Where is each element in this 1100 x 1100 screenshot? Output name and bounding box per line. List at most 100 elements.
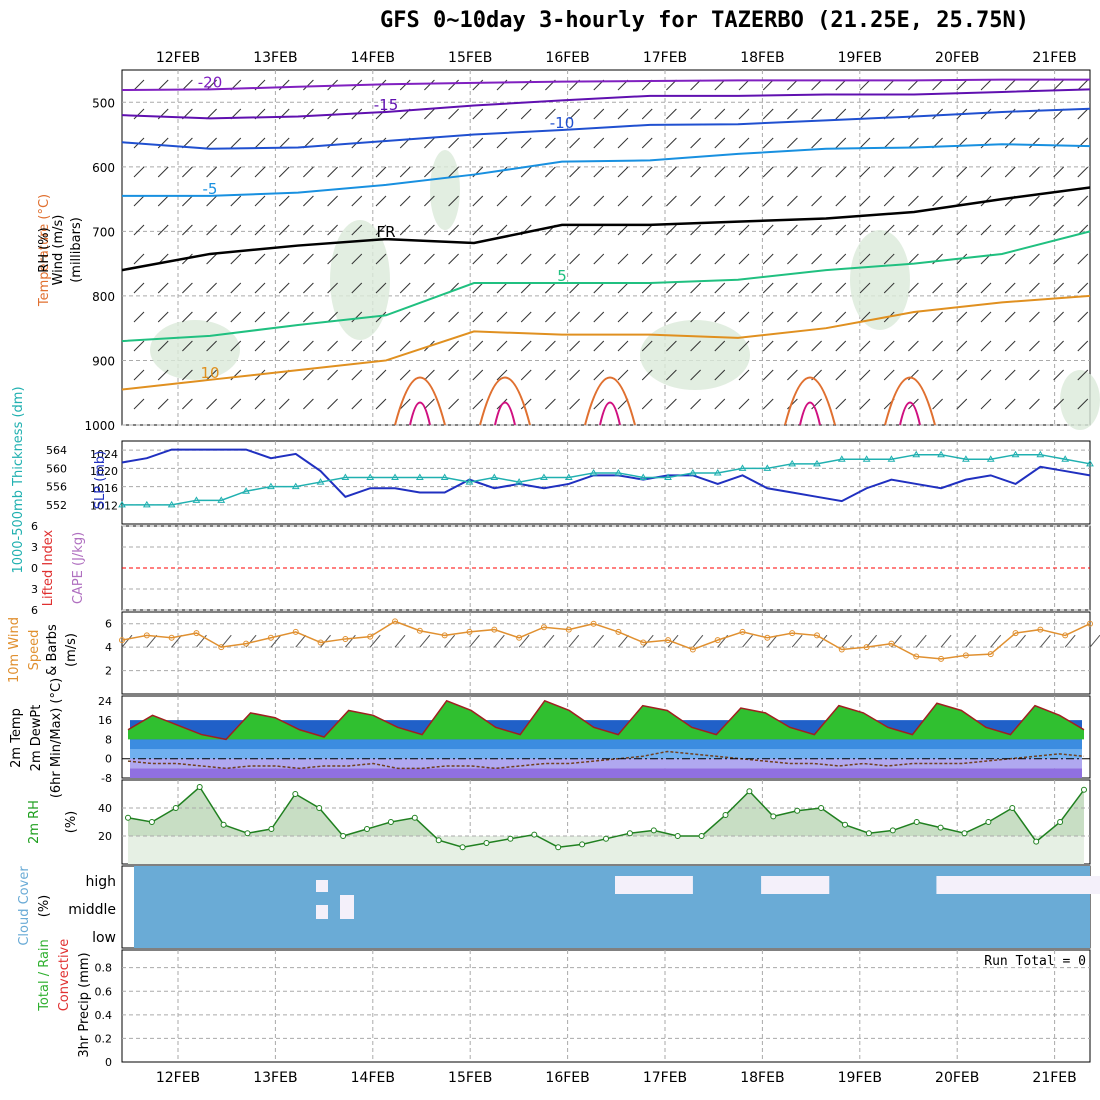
thickness-marker (540, 473, 548, 480)
wind-barb-upper (399, 369, 411, 381)
wind-barb-upper (787, 195, 798, 207)
wind-barb-upper (230, 137, 242, 149)
wind-barb-upper (932, 253, 943, 265)
temperature-line (127, 699, 1085, 741)
wind-barb-upper (690, 137, 701, 149)
wind-barb-upper (1029, 79, 1040, 91)
wind-barb-upper (157, 137, 169, 149)
lifted-index-tick-label: 6 (31, 520, 38, 533)
wind-barb-upper (787, 253, 798, 265)
wind-speed-marker (540, 624, 547, 631)
wind-barb-upper (641, 282, 653, 294)
rh-axis-label: 2m RH (27, 800, 42, 844)
wind-barb-upper (230, 253, 242, 265)
wind-barb-upper (811, 253, 822, 265)
wind-barb-upper (738, 311, 750, 323)
temperature-contour (121, 230, 1091, 343)
wind10m-frame (121, 611, 1091, 695)
temperature-contour (121, 88, 1091, 120)
thickness-axis-label: 1000-500mb Thickness (dm) (11, 386, 26, 573)
wind-speed-marker (938, 655, 945, 662)
wind-speed-marker (913, 653, 920, 660)
wind-barb-upper (230, 369, 242, 381)
wind-barb-upper (932, 224, 943, 236)
wind-barb-upper (157, 79, 169, 91)
rh-marker (1033, 838, 1040, 845)
wind-barb-10m (295, 634, 307, 648)
warm-contour (394, 376, 446, 426)
wind-barb-upper (496, 137, 508, 149)
wind-barb-upper (738, 398, 750, 410)
upper-axis-label: RH (%) (37, 227, 52, 272)
wind-barb-upper (448, 108, 459, 120)
wind-barb-upper (617, 166, 629, 178)
wind-barb-upper (980, 340, 992, 352)
wind-barb-upper (545, 108, 556, 120)
slp-tick-label: 1020 (90, 465, 118, 478)
wind-barb-upper (980, 79, 992, 91)
wind-barb-upper (593, 311, 605, 323)
wind-barb-upper (617, 253, 629, 265)
wind-barb-upper (956, 311, 968, 323)
wind-barb-upper (1029, 224, 1040, 236)
rh-marker (746, 788, 753, 795)
hot-contour (409, 401, 431, 426)
thickness-marker (788, 459, 797, 467)
wind-speed-marker (888, 640, 895, 647)
rh-shading (1060, 370, 1100, 430)
rh-marker (1009, 805, 1016, 811)
wind-barb-upper (569, 282, 580, 294)
wind-tick-label: 2 (105, 665, 112, 678)
wind-speed-marker (218, 644, 225, 651)
wind-barb-upper (641, 195, 653, 207)
wind-barb-upper (569, 224, 580, 236)
wind-barb-upper (448, 195, 459, 207)
wind-barb-upper (787, 108, 798, 120)
rh-marker (913, 819, 920, 825)
wind-barb-upper (569, 253, 580, 265)
wind-speed-marker (168, 634, 175, 641)
wind-barb-10m (469, 634, 480, 648)
thickness-marker (887, 455, 896, 462)
wind-barb-upper (157, 224, 169, 236)
wind-barb-upper (714, 369, 726, 381)
run-total-label: Run Total = 0 (984, 954, 1086, 969)
wind-barb-upper (278, 282, 290, 294)
precip-frame (121, 949, 1091, 1063)
wind-barb-upper (787, 166, 798, 178)
wind-barb-upper (351, 398, 363, 410)
wind-barb-upper (593, 253, 605, 265)
wind-barb-upper (883, 282, 895, 294)
wind-barb-upper (593, 340, 605, 352)
rh-tick-label: 40 (98, 802, 112, 815)
wind-barb-upper (472, 282, 484, 294)
wind-barb-upper (738, 108, 750, 120)
wind-speed-marker (565, 626, 572, 633)
wind-barb-upper (157, 369, 169, 381)
wind-barb-upper (1004, 108, 1016, 120)
rh-marker (125, 814, 131, 821)
wind-barb-upper (254, 224, 266, 236)
temperature-axis-label: 2m DewPt (29, 705, 44, 772)
wind-barb-upper (593, 224, 605, 236)
wind-barb-upper (859, 224, 871, 236)
wind-barb-upper (303, 253, 314, 265)
wind-barb-upper (520, 282, 532, 294)
wind-barb-upper (956, 166, 968, 178)
wind-barb-upper (206, 166, 217, 178)
rh-marker (626, 830, 633, 837)
wind-barb-upper (133, 398, 145, 410)
wind-speed-marker (640, 639, 647, 646)
rh-marker (459, 844, 466, 851)
wind-barb-upper (956, 79, 968, 91)
wind-barb-upper (666, 224, 677, 236)
warm-contour (784, 376, 836, 426)
thickness-marker (912, 450, 921, 458)
thickness-tick-label: 552 (46, 499, 67, 512)
wind-barb-upper (278, 166, 290, 178)
wind-barb-upper (399, 311, 411, 323)
wind-barb-upper (714, 108, 726, 120)
wind-barb-upper (1029, 282, 1040, 294)
wind-speed-marker (243, 640, 250, 647)
wind-barb-10m (146, 634, 158, 648)
